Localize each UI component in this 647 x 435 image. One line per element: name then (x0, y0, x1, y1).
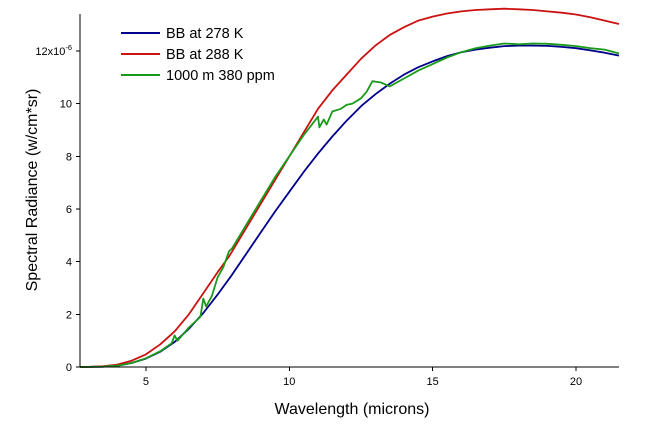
legend: BB at 278 K BB at 288 K 1000 m 380 ppm (121, 26, 275, 84)
y-ticks: 0 2 4 6 8 10 12x10-6 (35, 43, 80, 374)
legend-label: BB at 288 K (166, 47, 244, 63)
y-tick-label: 2 (66, 309, 72, 321)
y-tick-label: 10 (60, 99, 72, 111)
x-axis-title: Wavelength (microns) (274, 401, 429, 418)
series-lines (79, 7, 620, 368)
series-line-2 (79, 42, 620, 368)
series-line-1 (79, 7, 620, 368)
x-tick-label: 20 (570, 376, 582, 388)
y-tick-label: 0 (66, 362, 72, 374)
y-exponent: -6 (65, 43, 72, 52)
x-tick-label: 15 (427, 376, 439, 388)
x-tick-label: 10 (283, 376, 295, 388)
legend-label: 1000 m 380 ppm (166, 68, 275, 84)
y-tick-label: 12x10-6 (35, 43, 72, 58)
y-tick-label: 8 (66, 151, 72, 163)
plot-area (79, 7, 620, 368)
y-axis-title: Spectral Radiance (w/cm*sr) (24, 89, 41, 292)
x-tick-label: 5 (143, 376, 149, 388)
y-tick-label: 6 (66, 204, 72, 216)
x-ticks: 5 10 15 20 (143, 367, 582, 388)
legend-label: BB at 278 K (166, 26, 244, 42)
y-tick-label: 4 (66, 257, 72, 269)
series-line-0 (79, 44, 620, 368)
